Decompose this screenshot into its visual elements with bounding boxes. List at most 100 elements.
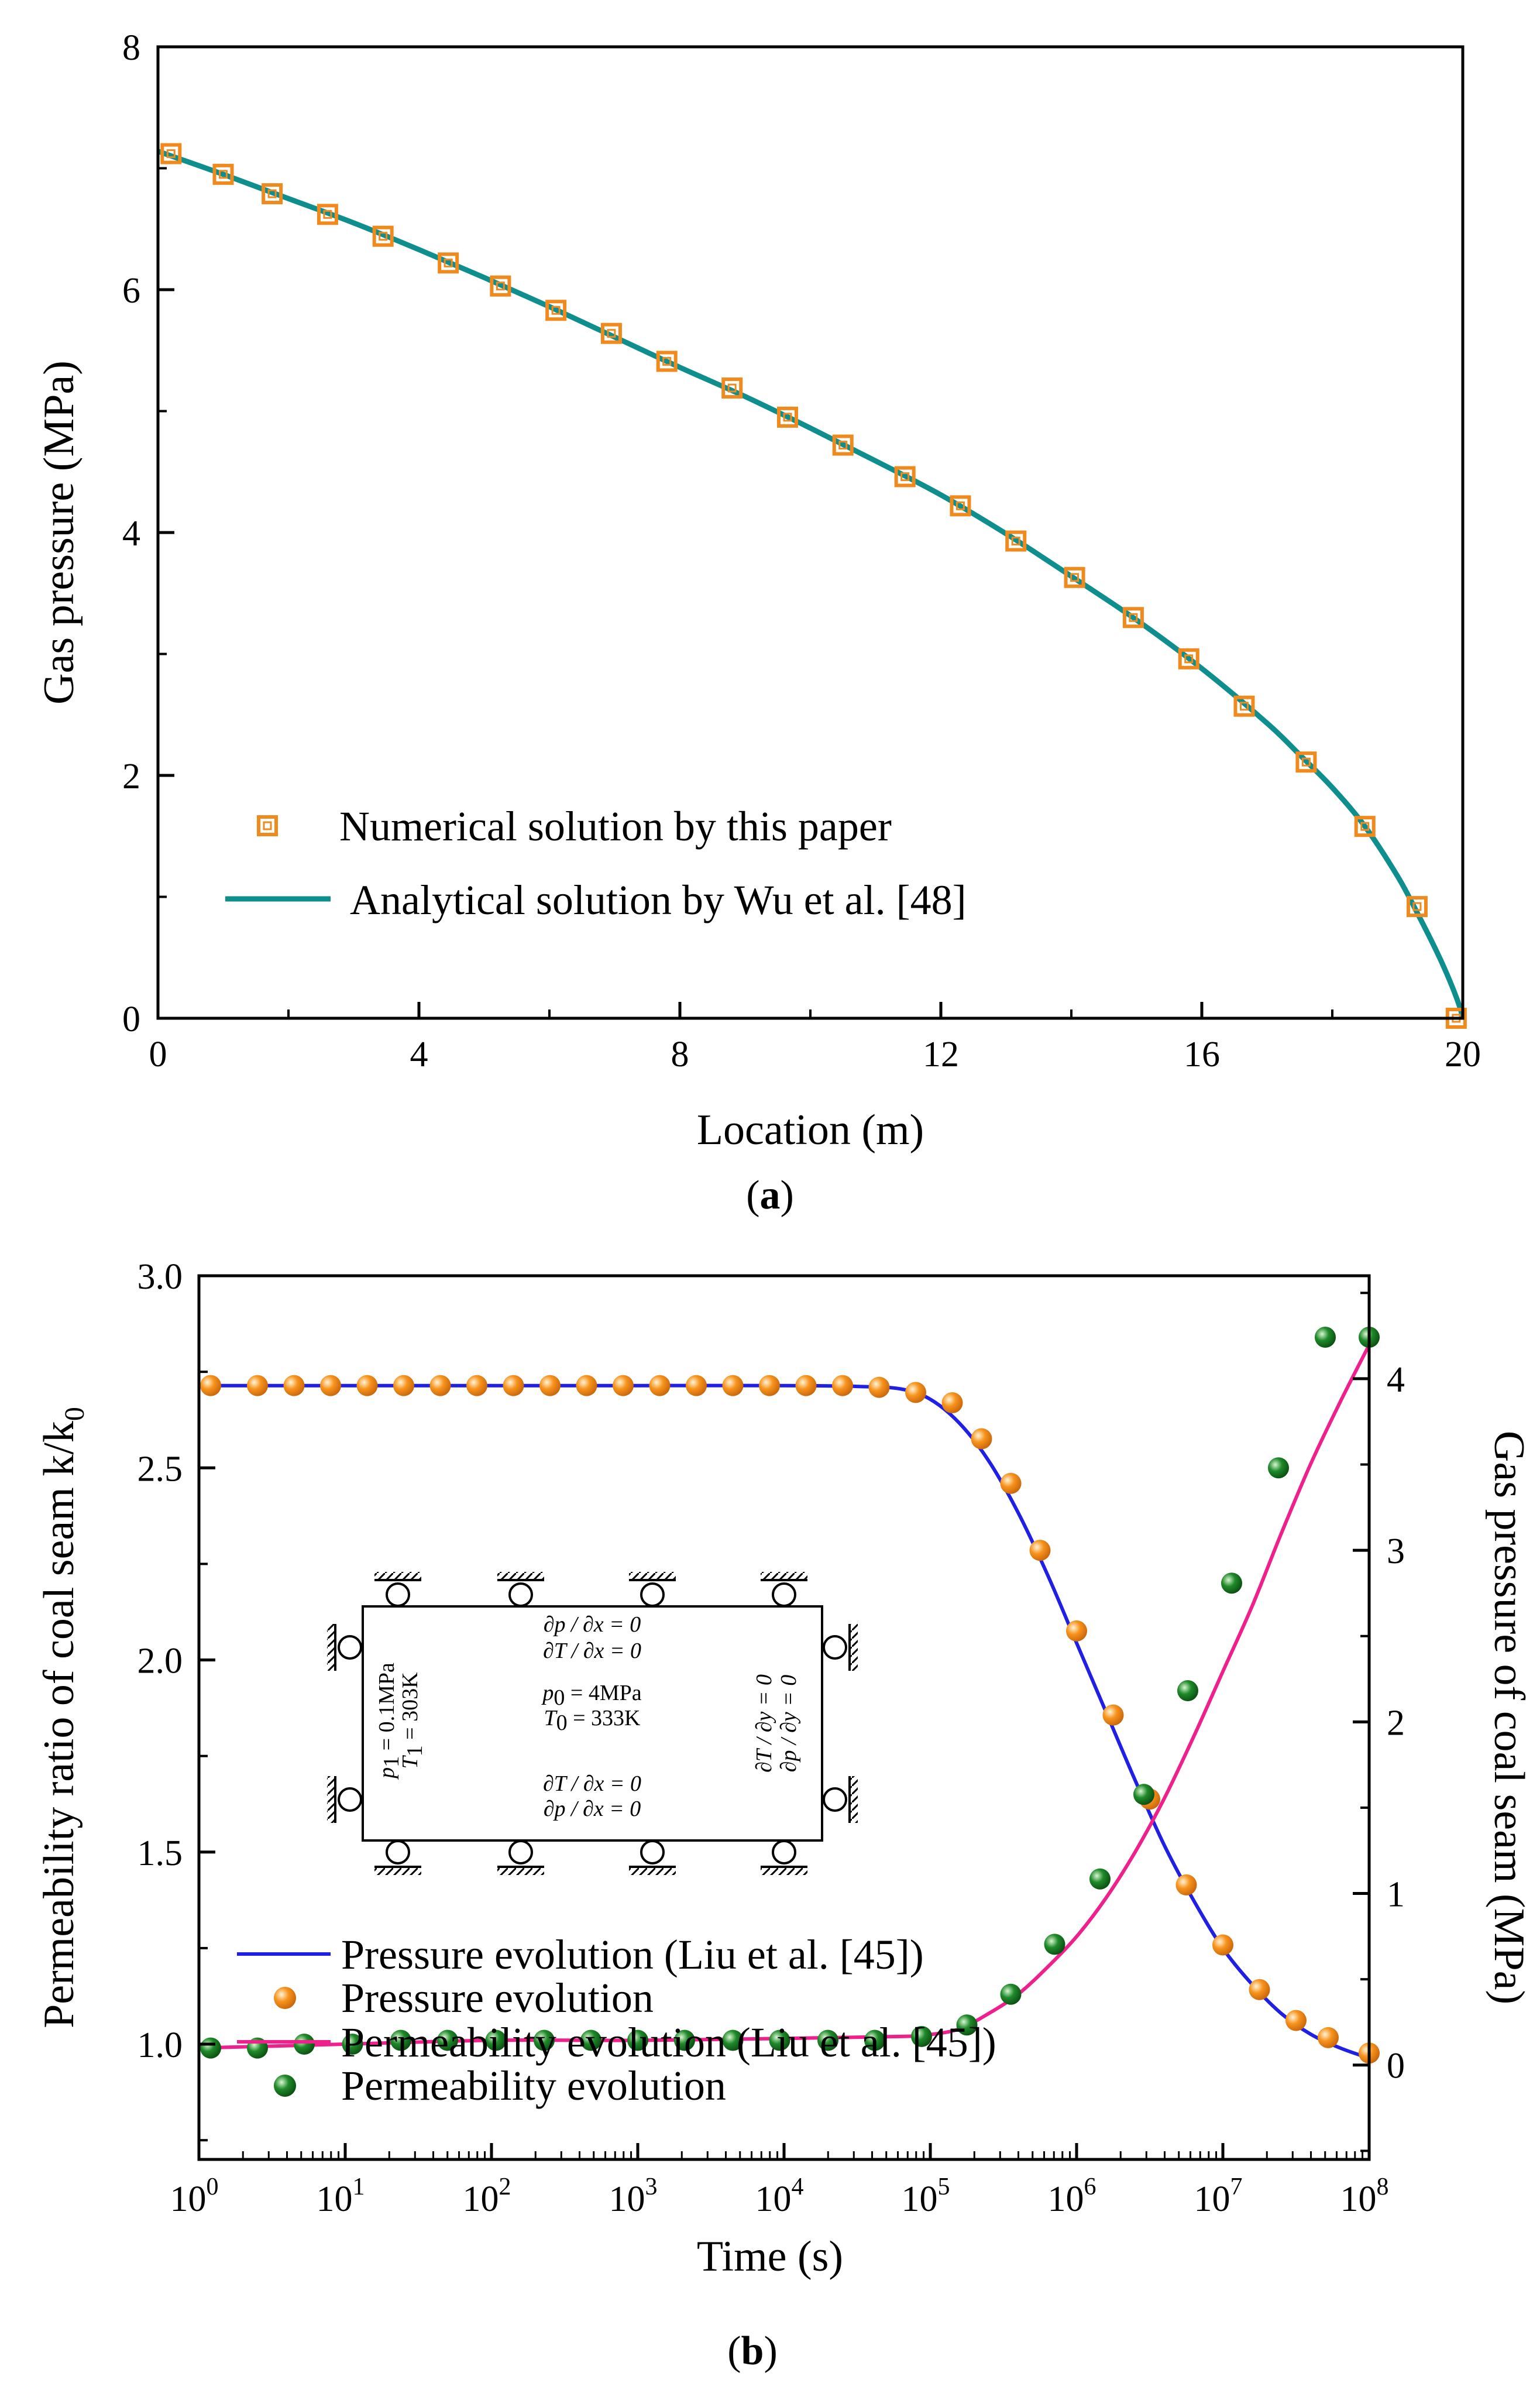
inset-bottom-bc-2: ∂p / ∂x = 0 xyxy=(544,1797,641,1821)
permeability-evolution-point xyxy=(485,2030,507,2051)
pressure-evolution-point xyxy=(429,1375,451,1396)
y-left-tick-label: 1.0 xyxy=(138,2025,183,2065)
pressure-evolution-point xyxy=(1285,2010,1307,2031)
inset-center-t0: T0 = 333K xyxy=(544,1706,641,1735)
inset-right-bc-2: ∂p / ∂y = 0 xyxy=(776,1675,801,1773)
numerical-solution-point xyxy=(1233,695,1255,717)
y-tick-label: 6 xyxy=(122,271,140,311)
y-tick-label: 8 xyxy=(122,28,140,68)
permeability-evolution-point xyxy=(1315,1327,1336,1348)
numerical-solution-point xyxy=(600,322,622,344)
pressure-evolution-point xyxy=(1000,1472,1022,1494)
permeability-evolution-point xyxy=(294,2034,315,2055)
panel-a-ylabel: Gas pressure (MPa) xyxy=(35,360,83,705)
numerical-solution-point xyxy=(832,434,854,456)
x-tick-label: 20 xyxy=(1445,1035,1481,1074)
x-tick-label: 12 xyxy=(923,1035,959,1074)
pressure-evolution-point xyxy=(1175,1874,1197,1895)
y-tick-label: 4 xyxy=(122,514,140,554)
permeability-evolution-point xyxy=(1268,1457,1289,1479)
y-right-tick-label: 3 xyxy=(1387,1531,1405,1571)
inset-top-supports xyxy=(374,1572,807,1607)
inset-domain-box xyxy=(362,1605,823,1842)
legend-permeability-line-label: Permeability evolution (Liu et al. [45]) xyxy=(341,2019,996,2066)
x-tick-label: 100 xyxy=(170,2173,219,2219)
y-left-tick-label: 2.0 xyxy=(138,1642,183,1681)
x-tick-label: 4 xyxy=(410,1035,428,1074)
panel-b-axes: 100 101 102 103 104 105 106 107 1081.01.52.02.53… xyxy=(138,1257,1405,2219)
panel-a-axes-frame xyxy=(156,45,1465,1020)
pressure-evolution-point xyxy=(941,1392,963,1413)
pressure-evolution-point xyxy=(1029,1540,1051,1561)
permeability-evolution-point xyxy=(817,2030,838,2051)
x-tick-label: 105 xyxy=(902,2173,950,2219)
legend-numerical-marker-icon xyxy=(257,815,278,836)
pressure-evolution-point xyxy=(971,1428,992,1450)
numerical-solution-point xyxy=(1178,648,1199,669)
panel-b-chart: 100 101 102 103 104 105 106 107 1081.01.52.02.53… xyxy=(35,1257,1533,2374)
permeability-evolution-point xyxy=(437,2030,458,2051)
numerical-solution-point xyxy=(950,495,971,517)
panel-b-xlabel: Time (s) xyxy=(697,2233,843,2281)
numerical-solution-point xyxy=(776,406,798,428)
inset-left-p1: p1 = 0.1MPa xyxy=(374,1663,404,1780)
numerical-solution-point xyxy=(1122,607,1144,629)
pressure-evolution-point xyxy=(905,1382,926,1403)
pressure-evolution-point xyxy=(1318,2027,1339,2048)
legend-permeability-marker-label: Permeability evolution xyxy=(341,2062,726,2109)
legend-permeability-marker-icon xyxy=(274,2075,296,2097)
inset-right-bc-1: ∂T / ∂y = 0 xyxy=(752,1674,776,1773)
numerical-solution-point xyxy=(317,204,338,225)
panel-a-legend: Numerical solution by this paper Analyti… xyxy=(225,803,967,923)
numerical-solution-point xyxy=(894,466,916,487)
permeability-evolution-point xyxy=(1177,1680,1198,1702)
pressure-evolution-point xyxy=(1212,1934,1233,1956)
panel-b-ylabel-right: Gas pressure of coal seam (MPa) xyxy=(1485,1431,1533,2004)
numerical-solution-point xyxy=(721,377,743,399)
pressure-evolution-point xyxy=(649,1375,671,1396)
pressure-evolution-point xyxy=(795,1375,817,1396)
panel-b-inset-diagram: ∂p / ∂x = 0 ∂T / ∂x = 0 p0 = 4MPa T0 = 3… xyxy=(327,1572,858,1875)
inset-left-t1: T1 = 303K xyxy=(398,1672,427,1769)
inset-bottom-bc-1: ∂T / ∂x = 0 xyxy=(543,1771,641,1796)
permeability-evolution-point xyxy=(769,2030,790,2051)
numerical-solution-point xyxy=(372,225,394,247)
pressure-evolution-point xyxy=(393,1375,414,1396)
numerical-solution-point xyxy=(1064,566,1085,588)
pressure-evolution-point xyxy=(1249,1979,1270,2000)
numerical-solution-point xyxy=(545,300,567,321)
y-right-tick-label: 2 xyxy=(1387,1703,1405,1743)
permeability-evolution-point xyxy=(674,2030,695,2051)
x-tick-label: 107 xyxy=(1194,2173,1243,2219)
pressure-evolution-point xyxy=(503,1375,524,1396)
permeability-evolution-point xyxy=(200,2037,221,2059)
y-left-tick-label: 1.5 xyxy=(138,1833,183,1873)
permeability-evolution-point xyxy=(911,2025,932,2047)
inset-bottom-supports xyxy=(374,1840,807,1875)
numerical-solution-point xyxy=(262,183,283,205)
pressure-evolution-point xyxy=(539,1375,561,1396)
panel-a-xlabel: Location (m) xyxy=(697,1106,924,1154)
x-tick-label: 106 xyxy=(1048,2173,1096,2219)
y-left-tick-label: 3.0 xyxy=(138,1257,183,1297)
numerical-solution-point xyxy=(212,163,234,185)
panel-a-label: (a) xyxy=(746,1173,794,1218)
permeability-evolution-point xyxy=(1221,1572,1242,1594)
x-tick-label: 0 xyxy=(149,1035,167,1074)
pressure-evolution-point xyxy=(759,1375,780,1396)
permeability-evolution-point xyxy=(956,2014,978,2036)
y-tick-label: 2 xyxy=(122,757,140,796)
legend-pressure-marker-icon xyxy=(274,1987,296,2009)
legend-pressure-marker-label: Pressure evolution xyxy=(341,1975,654,2021)
inset-left-supports xyxy=(327,1624,362,1823)
inset-center-p0: p0 = 4MPa xyxy=(541,1681,641,1710)
pressure-evolution-point xyxy=(686,1375,707,1396)
inset-top-bc-2: ∂T / ∂x = 0 xyxy=(543,1639,641,1663)
panel-a-axes: 0 4 8 12 16 20 0 2 4 6 8 xyxy=(122,28,1481,1074)
permeability-evolution-point xyxy=(534,2030,555,2051)
permeability-evolution-point xyxy=(1000,1983,1022,2005)
x-tick-label: 104 xyxy=(755,2173,804,2219)
x-tick-label: 16 xyxy=(1184,1035,1220,1074)
x-tick-label: 8 xyxy=(671,1035,689,1074)
